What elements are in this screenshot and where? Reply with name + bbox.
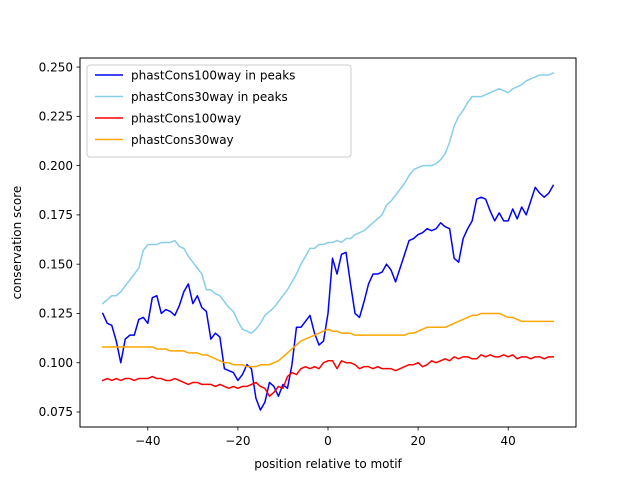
series-line-4	[102, 312, 554, 368]
y-axis: 0.075 0.100 0.125 0.150 0.175 0.200 0.225 0.250	[39, 60, 80, 419]
x-tick-label: 20	[410, 434, 425, 448]
series-line-3	[101, 354, 554, 397]
series-line-1	[101, 184, 555, 411]
x-tick-label: −40	[135, 434, 160, 448]
legend-label: phastCons30way in peaks	[131, 90, 288, 104]
y-tick-label: 0.125	[39, 307, 73, 321]
x-tick-label: −20	[225, 434, 250, 448]
y-tick-label: 0.250	[39, 60, 73, 74]
legend-label: phastCons100way	[131, 112, 241, 126]
legend-label: phastCons100way in peaks	[131, 69, 295, 83]
legend-box	[86, 64, 352, 158]
x-tick-label: 0	[324, 434, 332, 448]
legend-label: phastCons30way	[131, 133, 234, 147]
y-tick-label: 0.200	[39, 159, 73, 173]
x-axis-label: position relative to motif	[254, 457, 402, 471]
y-tick-label: 0.175	[39, 208, 73, 222]
series-layer	[101, 71, 555, 411]
series-line-2	[101, 71, 555, 334]
y-axis-label: conservation score	[10, 186, 24, 300]
y-tick-label: 0.150	[39, 257, 73, 271]
x-axis: −40 −20 0 20 40	[135, 427, 516, 448]
legend: phastCons100way in peaks phastCons30way i…	[86, 64, 352, 158]
y-tick-label: 0.225	[39, 110, 73, 124]
y-tick-label: 0.100	[39, 356, 73, 370]
x-tick-label: 40	[501, 434, 516, 448]
y-tick-label: 0.075	[39, 405, 73, 419]
